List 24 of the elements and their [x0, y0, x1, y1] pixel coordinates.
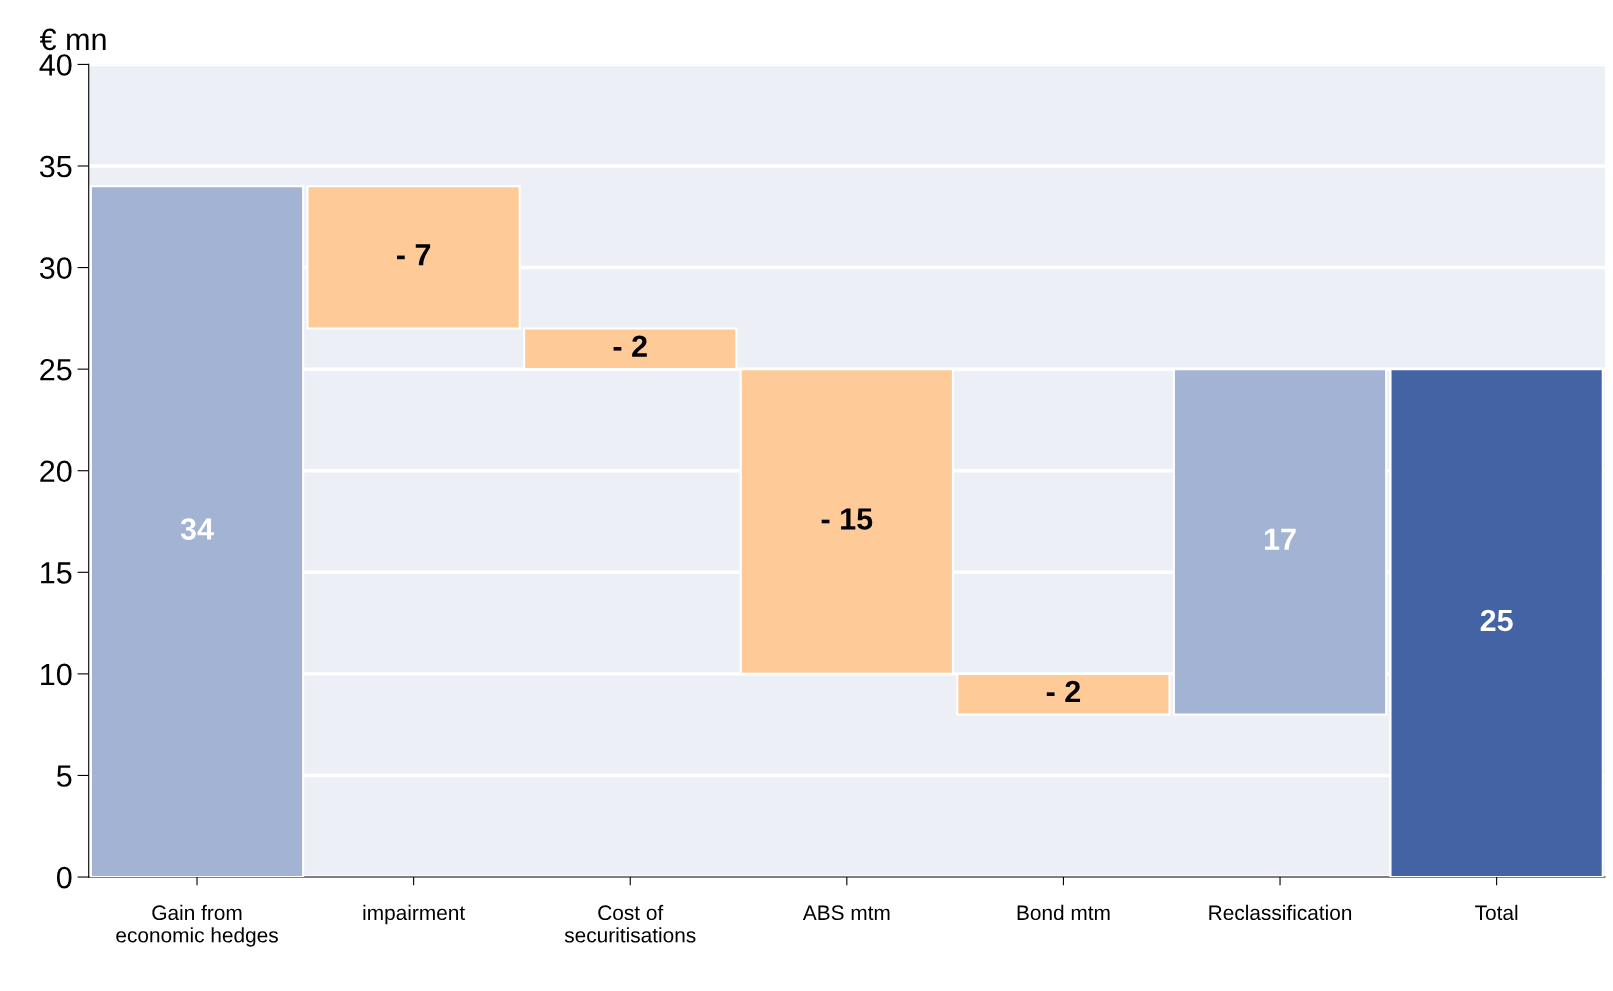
data-label: - 2	[1046, 680, 1081, 703]
x-tick-label: Gain from economic hedges	[116, 904, 278, 947]
y-tick-label: 35	[39, 155, 72, 178]
data-label: 34	[180, 518, 214, 540]
data-label: - 7	[396, 244, 431, 266]
y-tick-label: 25	[40, 358, 72, 381]
x-tick-label: ABS mtm	[802, 905, 890, 921]
y-tick-label: 10	[41, 663, 72, 686]
y-tick-label: 5	[56, 765, 72, 787]
x-tick-label: impairment	[363, 904, 465, 925]
data-label: 25	[1480, 609, 1513, 632]
y-axis-title: € mn	[39, 28, 106, 51]
x-tick-label: Reclassification	[1209, 904, 1352, 921]
y-tick-label: 30	[39, 257, 72, 279]
x-tick-label: Bond mtm	[1017, 904, 1110, 921]
y-tick-label: 40	[39, 54, 72, 76]
data-label: - 2	[613, 335, 647, 357]
x-tick-label: Total	[1475, 904, 1518, 921]
data-label: 17	[1264, 528, 1296, 550]
y-tick-label: 15	[41, 562, 72, 584]
x-tick-label: Cost of securitisations	[564, 904, 696, 943]
y-tick-label: 20	[40, 460, 72, 483]
y-tick-label: 0	[56, 866, 72, 889]
data-label: - 15	[821, 508, 873, 530]
